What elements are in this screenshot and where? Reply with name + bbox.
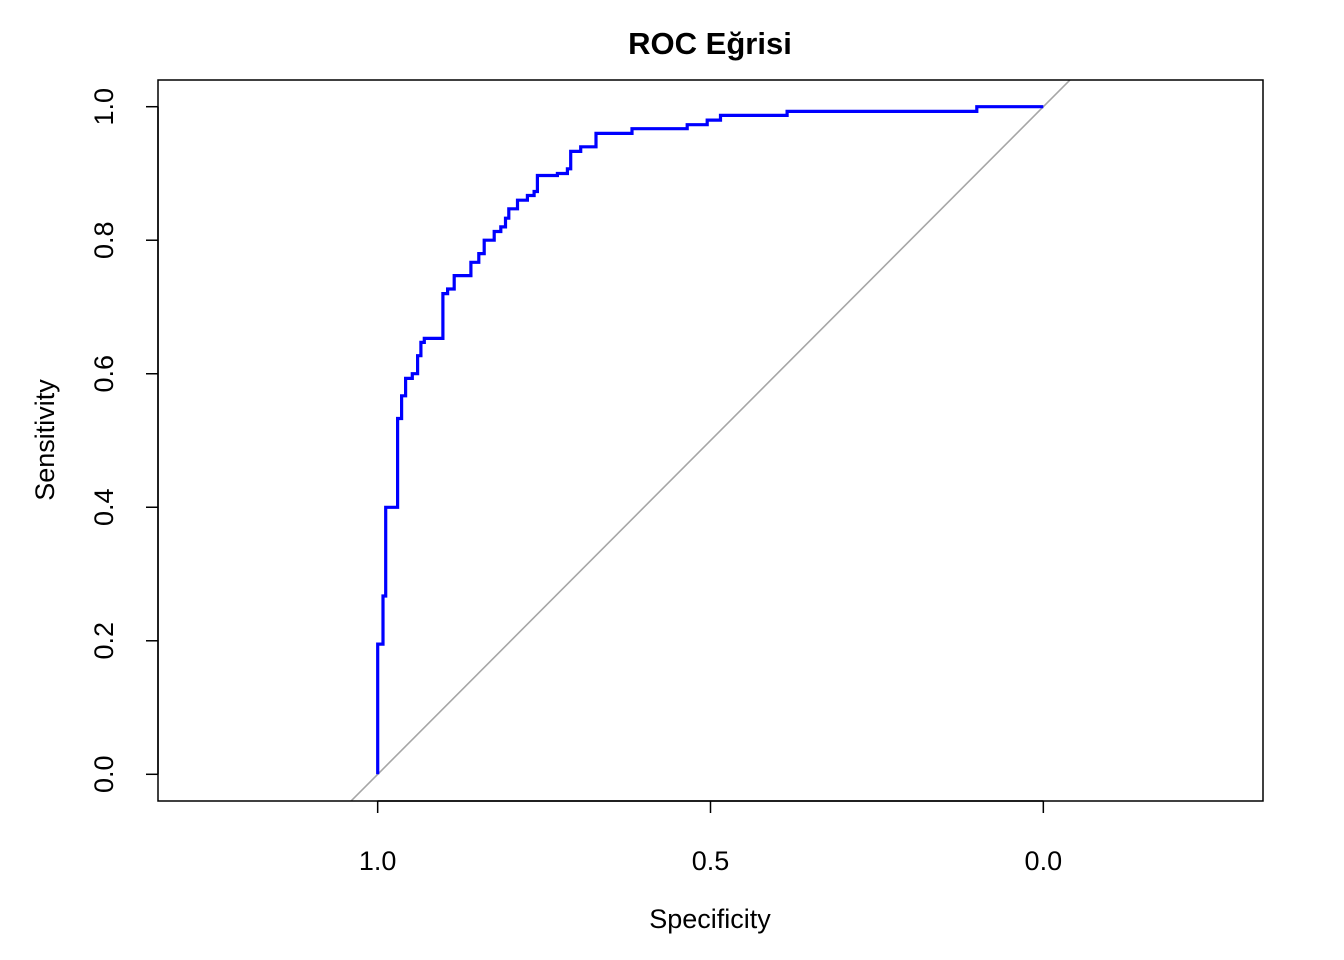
chart-title: ROC Eğrisi: [628, 26, 792, 61]
reference-line-layer: [349, 80, 1072, 801]
x-tick-label: 1.0: [359, 846, 397, 876]
x-axis-label: Specificity: [649, 904, 771, 934]
y-tick-label: 0.6: [89, 355, 119, 393]
diagonal-reference-line: [349, 80, 1072, 801]
y-axis: 0.0 0.2 0.4 0.6 0.8 1.0: [89, 88, 159, 794]
y-tick-label: 0.0: [89, 756, 119, 794]
x-tick-label: 0.5: [692, 846, 730, 876]
y-axis-label: Sensitivity: [30, 379, 60, 501]
y-tick-label: 0.8: [89, 221, 119, 259]
y-tick-label: 1.0: [89, 88, 119, 126]
x-tick-label: 0.0: [1025, 846, 1063, 876]
roc-curve-line: [376, 105, 1044, 775]
y-tick-label: 0.4: [89, 488, 119, 526]
x-axis: 1.0 0.5 0.0: [359, 800, 1063, 876]
series-layer: [376, 105, 1044, 775]
y-tick-label: 0.2: [89, 622, 119, 660]
